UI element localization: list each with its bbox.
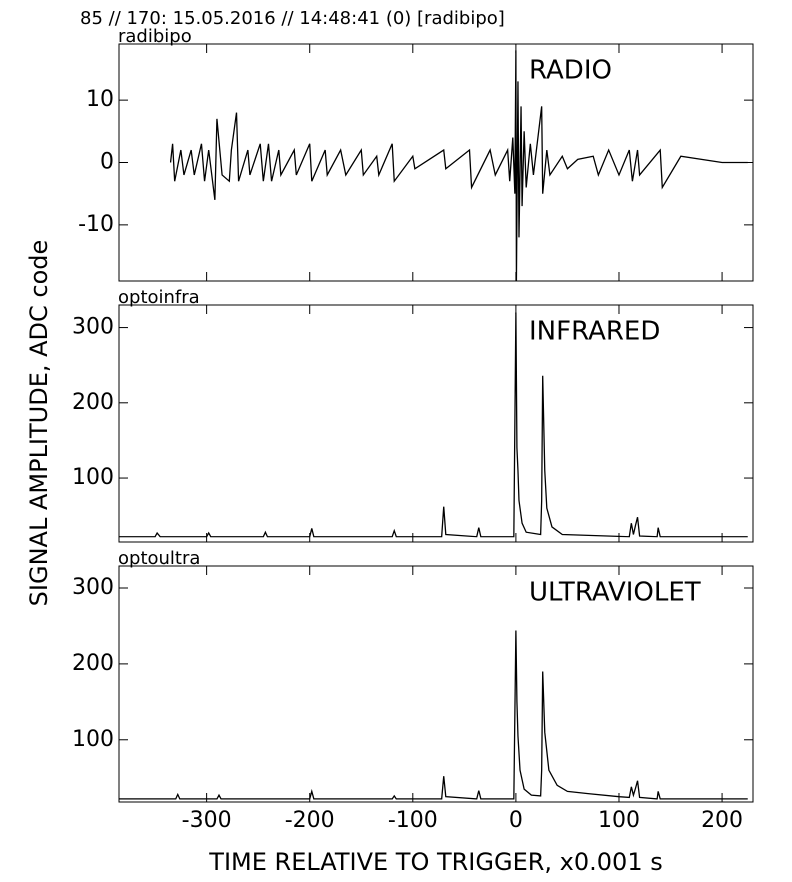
panel-label: optoultra	[118, 548, 200, 569]
y-tick-label: 300	[72, 315, 114, 340]
x-tick-label: -100	[388, 808, 438, 833]
signal-line	[119, 631, 748, 799]
x-tick-label: 200	[701, 808, 743, 833]
signal-line	[171, 50, 748, 281]
y-tick-label: 300	[72, 575, 114, 600]
plot-frame	[118, 43, 754, 282]
y-axis-label: SIGNAL AMPLITUDE, ADC code	[25, 240, 53, 607]
y-tick-label: 0	[100, 150, 114, 175]
x-tick-label: 0	[509, 808, 523, 833]
panel-label: radibipo	[118, 26, 192, 47]
x-tick-label: 100	[598, 808, 640, 833]
annotation: RADIO	[529, 56, 612, 86]
y-tick-label: -10	[78, 212, 114, 237]
plot-frame	[118, 304, 754, 543]
annotation: INFRARED	[529, 317, 660, 347]
y-tick-label: 100	[72, 465, 114, 490]
y-tick-label: 10	[86, 87, 114, 112]
y-tick-label: 100	[72, 727, 114, 752]
signal-line	[119, 313, 748, 537]
panel-label: optoinfra	[118, 287, 200, 308]
x-axis-label: TIME RELATIVE TO TRIGGER, x0.001 s	[208, 848, 662, 876]
plot-frame	[118, 565, 754, 803]
annotation: ULTRAVIOLET	[529, 578, 701, 608]
y-tick-label: 200	[72, 651, 114, 676]
x-tick-label: -200	[285, 808, 335, 833]
y-tick-label: 200	[72, 390, 114, 415]
x-tick-label: -300	[182, 808, 232, 833]
figure-title: 85 // 170: 15.05.2016 // 14:48:41 (0) [r…	[80, 8, 505, 29]
